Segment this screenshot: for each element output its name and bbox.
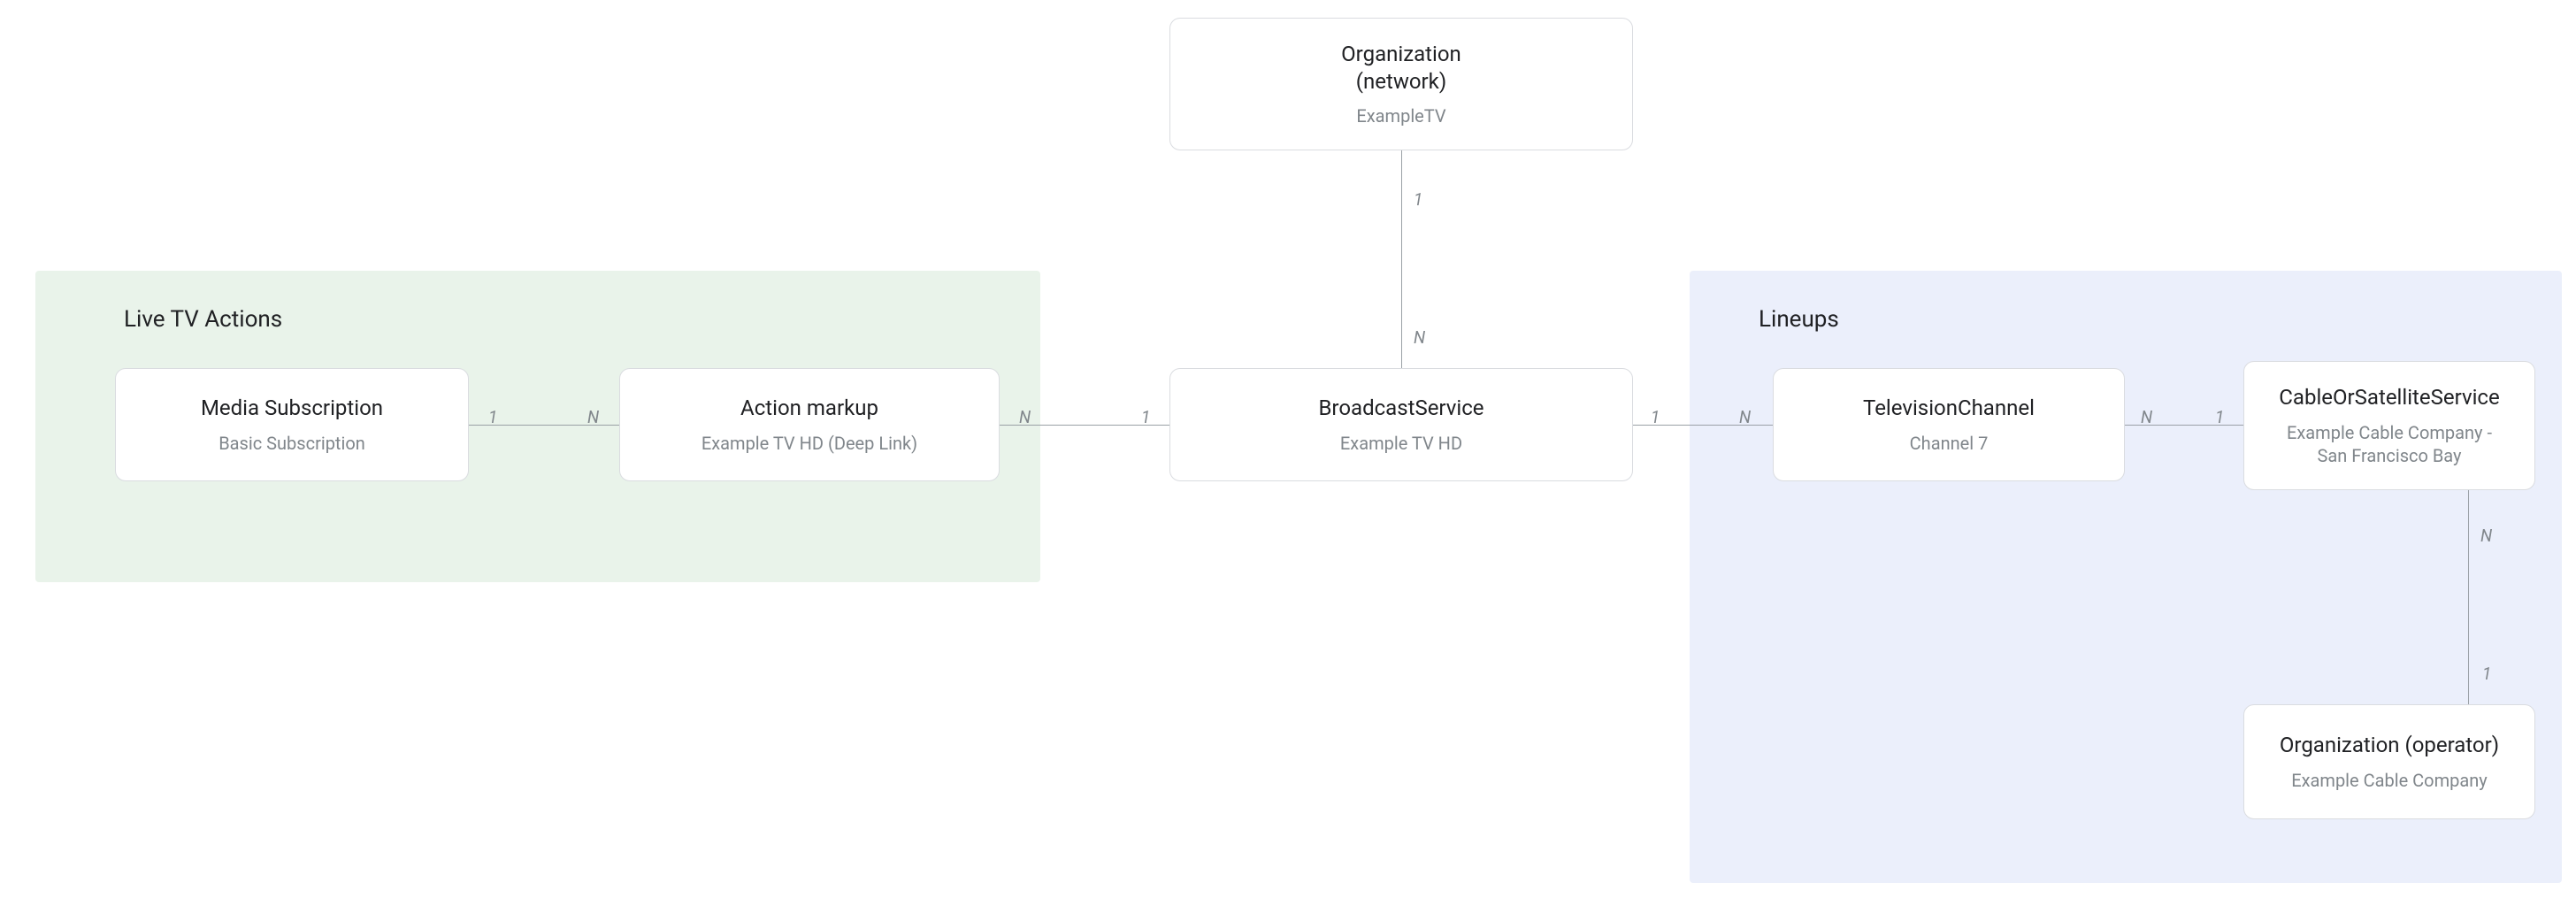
node-television-channel: TelevisionChannel Channel 7 [1773, 368, 2125, 481]
card-org-broadcast-n: N [1414, 327, 1425, 348]
node-title: BroadcastService [1318, 395, 1484, 422]
card-broadcast-tv-1: 1 [1651, 407, 1660, 427]
node-media-subscription: Media Subscription Basic Subscription [115, 368, 469, 481]
node-broadcast-service: BroadcastService Example TV HD [1169, 368, 1633, 481]
card-org-broadcast-1: 1 [1414, 189, 1422, 210]
node-title: Organization (operator) [2280, 732, 2499, 759]
card-media-action-1: 1 [488, 407, 497, 427]
node-organization-operator: Organization (operator) Example Cable Co… [2243, 704, 2535, 819]
card-tv-cable-n: N [2141, 407, 2152, 427]
node-subtitle: Example Cable Company [2291, 769, 2488, 792]
region-label-lineups: Lineups [1759, 306, 1839, 333]
node-organization-network: Organization (network) ExampleTV [1169, 18, 1633, 150]
node-subtitle: Example TV HD [1340, 432, 1462, 455]
card-tv-cable-1: 1 [2215, 407, 2224, 427]
node-action-markup: Action markup Example TV HD (Deep Link) [619, 368, 1000, 481]
card-action-broadcast-1: 1 [1141, 407, 1150, 427]
node-subtitle: Channel 7 [1910, 432, 1989, 455]
node-title: TelevisionChannel [1863, 395, 2035, 422]
card-action-broadcast-n: N [1019, 407, 1031, 427]
node-cable-satellite-service: CableOrSatelliteService Example Cable Co… [2243, 361, 2535, 490]
node-subtitle: Example TV HD (Deep Link) [702, 432, 917, 455]
region-label-live-tv: Live TV Actions [124, 306, 282, 333]
card-media-action-n: N [587, 407, 599, 427]
edge-cable-to-operator [2468, 490, 2469, 704]
node-title: Action markup [740, 395, 878, 422]
node-title: Organization (network) [1341, 41, 1461, 96]
card-broadcast-tv-n: N [1739, 407, 1751, 427]
node-subtitle: ExampleTV [1356, 104, 1445, 127]
node-title: CableOrSatelliteService [2279, 384, 2499, 411]
node-subtitle: Example Cable Company - San Francisco Ba… [2287, 421, 2492, 467]
node-title: Media Subscription [201, 395, 383, 422]
edge-org-to-broadcast [1401, 150, 1402, 368]
card-cable-operator-n: N [2480, 526, 2492, 546]
card-cable-operator-1: 1 [2482, 664, 2491, 684]
node-subtitle: Basic Subscription [218, 432, 365, 455]
